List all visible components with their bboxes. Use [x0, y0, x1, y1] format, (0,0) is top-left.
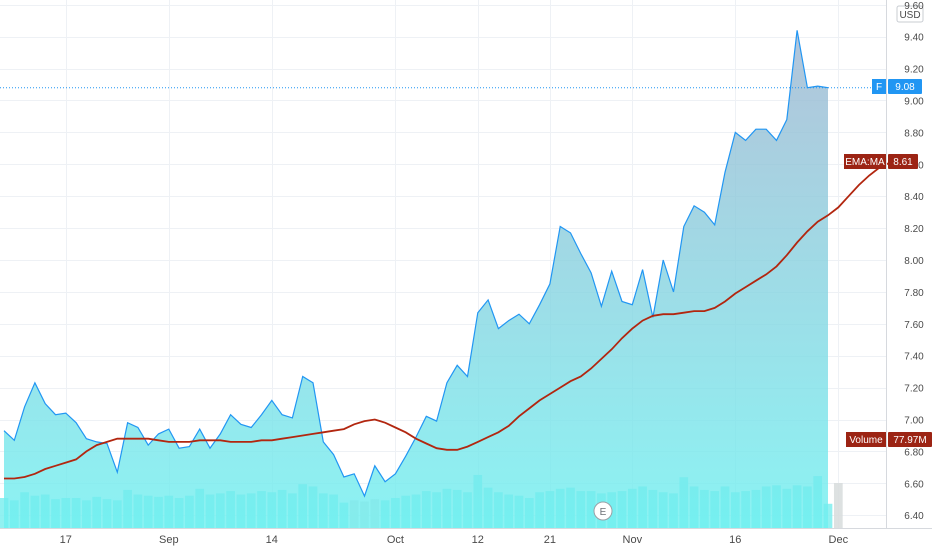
y-tick-label: 7.60	[904, 320, 924, 331]
y-tick-label: 7.20	[904, 384, 924, 395]
y-tick-label: 7.40	[904, 352, 924, 363]
volume-tag: Volume 77.97M	[846, 432, 932, 447]
x-tick-label: Oct	[387, 534, 404, 546]
y-tick-label: 9.40	[904, 33, 924, 44]
price-area	[3, 30, 829, 529]
x-tick-label: 16	[729, 534, 741, 546]
x-tick-label: Sep	[159, 534, 179, 546]
x-tick-label: Nov	[623, 534, 643, 546]
currency-label: USD	[899, 10, 920, 21]
y-tick-label: 9.60	[904, 1, 924, 12]
y-tick-label: 9.20	[904, 65, 924, 76]
y-tick-label: 6.80	[904, 447, 924, 458]
x-tick-label: 12	[472, 534, 484, 546]
y-tick-label: 6.60	[904, 479, 924, 490]
ema-line	[4, 161, 891, 480]
y-tick-label: 8.00	[904, 256, 924, 267]
volume-tag-label: Volume	[849, 435, 883, 446]
price-area-fill	[4, 30, 828, 529]
ema-line-path	[4, 161, 891, 480]
y-tick-label: 8.40	[904, 192, 924, 203]
last-price-value: 9.08	[895, 82, 915, 93]
volume-bar	[833, 483, 843, 528]
earnings-marker-label: E	[600, 507, 607, 518]
currency-badge	[896, 5, 924, 23]
y-tick-label: 9.00	[904, 96, 924, 107]
x-tick-label: 21	[544, 534, 556, 546]
y-tick-label: 7.80	[904, 288, 924, 299]
y-tick-label: 7.00	[904, 416, 924, 427]
volume-tag-value: 77.97M	[893, 435, 926, 446]
y-tick-label: 6.40	[904, 511, 924, 522]
earnings-marker[interactable]: E	[593, 501, 613, 521]
time-scale[interactable]: 17 Sep 14 Oct 12 21 Nov 16 Dec	[0, 528, 932, 547]
earnings-marker-circle[interactable]	[593, 501, 613, 521]
y-tick-label: 8.80	[904, 128, 924, 139]
x-tick-label: Dec	[829, 534, 849, 546]
last-price-symbol: F	[876, 82, 882, 93]
x-tick-label: 17	[60, 534, 72, 546]
y-tick-label: 8.20	[904, 224, 924, 235]
last-price-tag: F 9.08	[872, 79, 922, 94]
ema-tag-label: EMA:MA	[845, 157, 885, 168]
price-line	[3, 30, 829, 498]
x-tick-labels: 17 Sep 14 Oct 12 21 Nov 16 Dec	[60, 534, 849, 546]
x-tick-label: 14	[266, 534, 278, 546]
ema-tag: EMA:MA 8.61	[844, 154, 918, 169]
ema-tag-value: 8.61	[893, 157, 913, 168]
